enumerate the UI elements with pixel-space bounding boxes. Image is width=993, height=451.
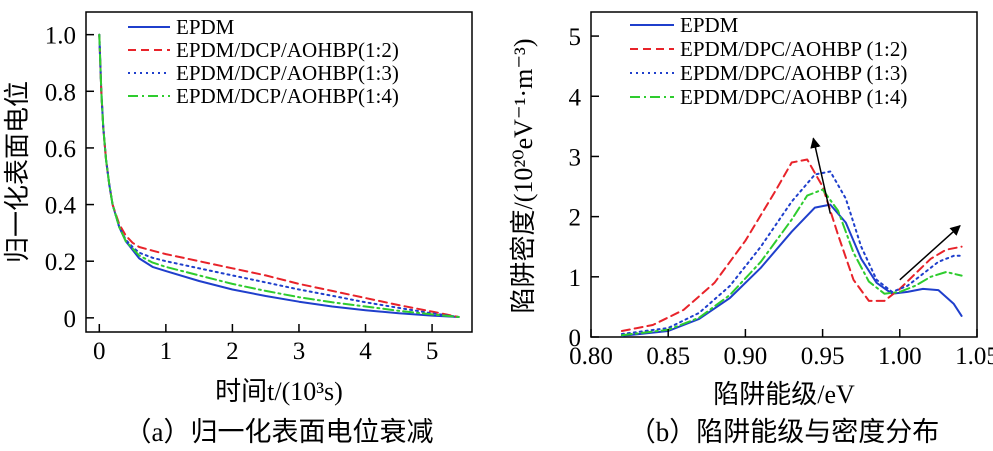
panel-b-x-tick-label: 0.95: [801, 343, 845, 370]
panel-a-ticks: 0 1 2 3 4 5 0 0.2 0.4 0.6 0.8 1.0: [45, 23, 439, 365]
panel-a-legend-label: EPDM/DCP/AOHBP(1:2): [176, 38, 399, 62]
panel-b-arrow-1: [810, 137, 832, 214]
panel-b-series-line-3: [620, 170, 963, 335]
panel-b-series-line-2: [620, 158, 963, 332]
panel-b-legend-label: EPDM/DPC/AOHBP (1:3): [680, 61, 907, 85]
panel-a-x-tick-label: 4: [359, 338, 372, 365]
panel-a-y-tick-label: 1.0: [45, 23, 76, 50]
panel-a-x-tick-label: 5: [426, 338, 439, 365]
panel-b-annotations: [810, 137, 961, 281]
panel-a-x-tick-label: 0: [93, 338, 106, 365]
panel-a-series-line-4: [98, 33, 460, 318]
panel-a-legend: EPDMEPDM/DCP/AOHBP(1:2)EPDM/DCP/AOHBP(1:…: [128, 15, 399, 108]
panel-b-x-tick-label: 1.00: [878, 343, 922, 370]
panel-b-y-tick-label: 0: [569, 325, 582, 352]
panel-b-y-tick-label: 3: [569, 144, 582, 171]
panel-b-x-tick-label: 1.05: [955, 343, 993, 370]
panel-b-y-tick-label: 2: [569, 205, 582, 232]
panel-b-y-tick-label: 4: [569, 84, 582, 111]
panel-a-plot-frame: [85, 11, 473, 333]
panel-b-ticks: 0.80 0.85 0.90 0.95 1.00 1.05 0 1 2 3 4 5: [569, 24, 993, 370]
panel-a-y-tick-label: 0.6: [45, 136, 76, 163]
panel-a-x-tick-label: 2: [226, 338, 239, 365]
panel-a-legend-label: EPDM/DCP/AOHBP(1:4): [176, 84, 399, 108]
panel-b-caption: （b）陷阱能级与密度分布: [629, 417, 940, 447]
panel-b-y-tick-label: 1: [569, 265, 582, 292]
panel-b-plot-frame: [590, 11, 978, 338]
panel-b-y-axis-label: 陷阱密度/(10²⁰eV⁻¹·m⁻³): [509, 39, 538, 314]
panel-b-x-axis-label: 陷阱能级/eV: [713, 380, 855, 409]
panel-a-legend-label: EPDM/DCP/AOHBP(1:3): [176, 61, 399, 85]
panel-a-y-tick-label: 0.4: [45, 193, 77, 220]
panel-a-y-axis-label: 归一化表面电位: [3, 81, 32, 263]
panel-a-y-tick-label: 0: [64, 306, 77, 333]
panel-b-y-tick-label: 5: [569, 24, 582, 51]
panel-b-series-line-4: [620, 188, 963, 337]
panel-a-x-axis-label: 时间t/(10³s): [215, 377, 343, 406]
panel-b-series-group: [620, 158, 963, 337]
panel-a-y-tick-label: 0.2: [45, 249, 76, 276]
panel-b-legend-label: EPDM/DPC/AOHBP (1:4): [680, 85, 907, 109]
panel-a-caption: （a）归一化表面电位衰减: [125, 417, 434, 447]
panel-b-legend-label: EPDM: [680, 13, 739, 37]
panel-b-x-tick-label: 0.80: [569, 343, 613, 370]
panel-a-x-tick-label: 3: [293, 338, 306, 365]
panel-b-legend-label: EPDM/DPC/AOHBP (1:2): [680, 37, 907, 61]
panel-b-series-line-1: [620, 203, 963, 337]
panel-b-x-tick-label: 0.90: [724, 343, 768, 370]
panel-a-legend-label: EPDM: [176, 15, 235, 39]
panel-a-y-tick-label: 0.8: [45, 79, 76, 106]
panel-b-arrow-2: [899, 224, 961, 281]
panel-a-x-tick-label: 1: [160, 338, 173, 365]
panel-a-chart: 0 1 2 3 4 500.20.40.60.81.0 EPDMEPDM/DCP/AOHB…: [3, 11, 473, 447]
panel-a-series-group: [98, 33, 460, 318]
panel-b-x-tick-label: 0.85: [646, 343, 690, 370]
